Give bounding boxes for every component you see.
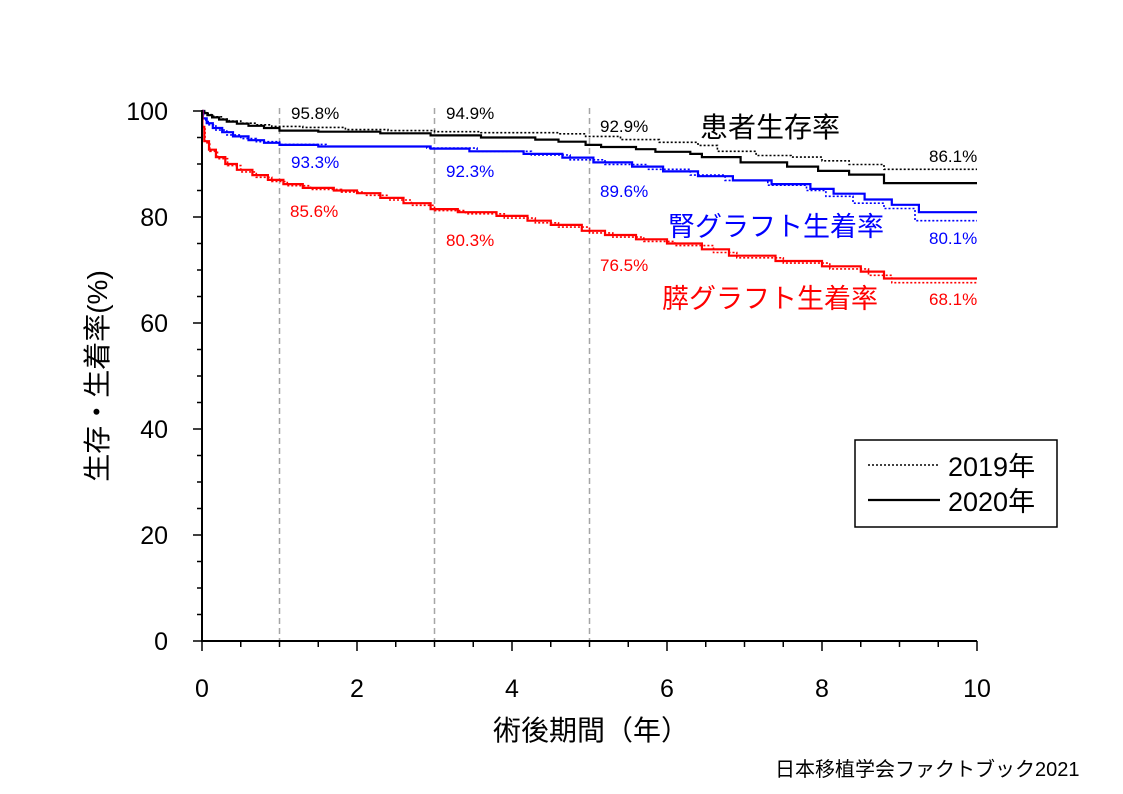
source-credit: 日本移植学会ファクトブック2021 [775,757,1080,781]
y-tick-label: 100 [126,98,168,126]
series-patient-survival-2020 [202,109,977,185]
x-tick-label: 10 [963,675,991,703]
y-tick-label: 20 [140,522,168,550]
data-label: 76.5% [600,256,648,275]
x-tick-label: 4 [505,675,519,703]
data-label: 89.6% [600,182,648,201]
legend-box [854,439,1058,528]
y-axis-title: 生存・生着率(%) [82,270,113,482]
x-tick-label: 8 [815,675,829,703]
y-tick-label: 80 [140,204,168,232]
data-label: 94.9% [446,104,494,123]
legend-label-2020: 2020年 [948,487,1035,517]
data-label: 85.6% [290,202,338,221]
legend: 2019年 2020年 [854,439,1058,528]
data-label: 86.1% [929,147,977,166]
x-tick-label: 0 [195,675,209,703]
data-label: 93.3% [291,153,339,172]
x-tick-label: 6 [660,675,674,703]
legend-label-2019: 2019年 [948,452,1035,482]
data-label: 68.1% [929,290,977,309]
patient-survival-label: 患者生存率 [700,112,840,143]
y-tick-label: 40 [140,416,168,444]
data-label: 95.8% [291,104,339,123]
y-axis-ticks: 0 20 40 60 80 100 [126,98,202,656]
series-lines [201,109,977,284]
x-tick-label: 2 [350,675,364,703]
series-pancreas-graft-2020 [201,109,977,280]
x-axis-ticks: 0 2 4 6 8 10 [195,641,991,703]
y-tick-label: 0 [154,628,168,656]
data-label: 80.3% [446,231,494,250]
data-label: 80.1% [929,229,977,248]
data-label: 92.9% [600,117,648,136]
data-label: 92.3% [446,162,494,181]
x-axis-title: 術後期間（年） [493,715,689,746]
pancreas-graft-label: 膵グラフト生着率 [662,284,878,314]
series-pancreas-graft-2019 [201,110,977,284]
y-tick-label: 60 [140,310,168,338]
series-kidney-graft-2020 [201,109,977,214]
reference-lines [278,108,591,641]
kidney-graft-label: 腎グラフト生着率 [668,212,884,242]
